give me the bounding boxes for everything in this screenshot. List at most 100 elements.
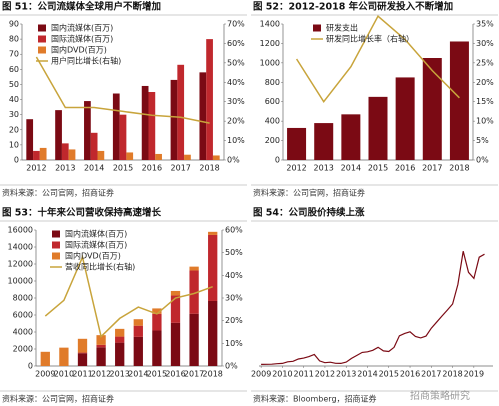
price-line (261, 251, 485, 365)
legend-swatch (52, 230, 60, 238)
legend-swatch (38, 46, 46, 54)
y-tick-label: 600 (265, 97, 280, 106)
legend-label: 国际流媒体(百万) (65, 240, 127, 250)
y-tick-label: 30 (9, 110, 19, 119)
legend-label: 营收同比增长(右轴) (65, 262, 135, 272)
bar (96, 335, 106, 345)
growth-line (35, 56, 210, 124)
x-tick-label: 2015 (368, 164, 388, 173)
x-tick-label: 2010 (272, 370, 292, 379)
bar (170, 322, 181, 366)
x-tick-label: 2014 (341, 164, 361, 173)
bar (341, 114, 361, 160)
y-tick-label: 10 (9, 140, 19, 149)
y-tick-label: 60 (9, 65, 19, 74)
bar (152, 330, 162, 366)
x-tick-label: 2019 (464, 370, 484, 379)
source: 资料来源：公司官网，招商证券 (2, 188, 114, 198)
x-tick-label: 2013 (55, 164, 75, 173)
y-tick-label: 800 (265, 78, 280, 87)
bar (26, 119, 34, 160)
bar (368, 96, 388, 160)
bar (133, 336, 143, 366)
legend-swatch (38, 35, 46, 43)
x-tick-label: 2014 (84, 164, 104, 173)
x-tick-label: 2017 (421, 370, 441, 379)
bar (55, 110, 62, 160)
bar (314, 123, 334, 160)
y2-tick-label: 10% (225, 339, 243, 348)
x-tick-label: 2012 (315, 370, 335, 379)
y-tick-label: 40 (9, 95, 19, 104)
y2-tick-label: 60% (227, 39, 245, 48)
y-tick-label: 80 (9, 35, 19, 44)
y-tick-label: 8000 (13, 294, 33, 303)
source: 资料来源：Bloomberg，招商证券 (253, 394, 377, 404)
legend-label: 研发支出 (326, 23, 358, 33)
x-tick-label: 2016 (400, 370, 420, 379)
x-tick-label: 2018 (203, 370, 223, 379)
y2-tick-label: 40% (225, 271, 243, 280)
bar (189, 266, 199, 271)
bar (112, 93, 120, 160)
x-tick-label: 2011 (293, 370, 313, 379)
x-tick-label: 2015 (379, 370, 399, 379)
growth-line (44, 254, 213, 338)
y-tick-label: 50 (9, 80, 19, 89)
bar (141, 85, 149, 160)
bar (212, 155, 220, 160)
x-tick-label: 2017 (422, 164, 442, 173)
legend-label: 研发同比增长率（右轴） (326, 34, 414, 44)
bar (208, 234, 218, 301)
y2-tick-label: 10% (476, 117, 494, 126)
x-tick-label: 2015 (147, 370, 167, 379)
legend-label: 国内流媒体(百万) (65, 229, 127, 239)
bar (422, 58, 442, 160)
x-tick-label: 2018 (449, 164, 469, 173)
y2-tick-label: 0% (476, 156, 489, 165)
y-tick-label: 0 (275, 156, 280, 165)
bar (126, 152, 134, 160)
x-tick-label: 2012 (286, 164, 306, 173)
bar (77, 352, 88, 354)
bar (96, 344, 106, 348)
bar (449, 41, 469, 160)
y-tick-label: 4000 (13, 328, 33, 337)
y-tick-label: 1200 (260, 39, 280, 48)
bar (155, 153, 162, 160)
y-tick-label: 1400 (260, 20, 280, 29)
x-tick-label: 2013 (336, 370, 356, 379)
legend-swatch (52, 252, 60, 260)
y2-tick-label: 15% (476, 97, 494, 106)
bar (208, 300, 218, 366)
bar (199, 72, 207, 160)
x-tick-label: 2016 (395, 164, 415, 173)
bar (170, 290, 181, 296)
y2-tick-label: 60% (225, 226, 243, 235)
y-tick-label: 6000 (13, 311, 33, 320)
x-tick-label: 2014 (128, 370, 148, 379)
bar (177, 64, 185, 160)
y-tick-label: 90 (9, 20, 19, 29)
y-tick-label: 200 (265, 136, 280, 145)
x-tick-label: 2009 (251, 370, 271, 379)
x-tick-label: 2018 (199, 164, 219, 173)
y2-tick-label: 50% (225, 248, 243, 257)
x-tick-label: 2016 (165, 370, 185, 379)
chart-title: 图 51：公司流媒体全球用户不断增加 (2, 1, 161, 13)
bar (90, 132, 98, 160)
y2-tick-label: 20% (476, 78, 494, 87)
y2-tick-label: 70% (227, 20, 245, 29)
bar (133, 319, 143, 326)
y-tick-label: 70 (9, 50, 19, 59)
bar (39, 147, 47, 160)
y-tick-label: 0 (28, 362, 33, 371)
legend-swatch (38, 24, 46, 32)
bar (84, 101, 91, 160)
bar (33, 150, 40, 160)
x-tick-label: 2016 (142, 164, 162, 173)
y2-tick-label: 40% (227, 78, 245, 87)
legend-swatch (313, 24, 321, 32)
y2-tick-label: 30% (476, 39, 494, 48)
